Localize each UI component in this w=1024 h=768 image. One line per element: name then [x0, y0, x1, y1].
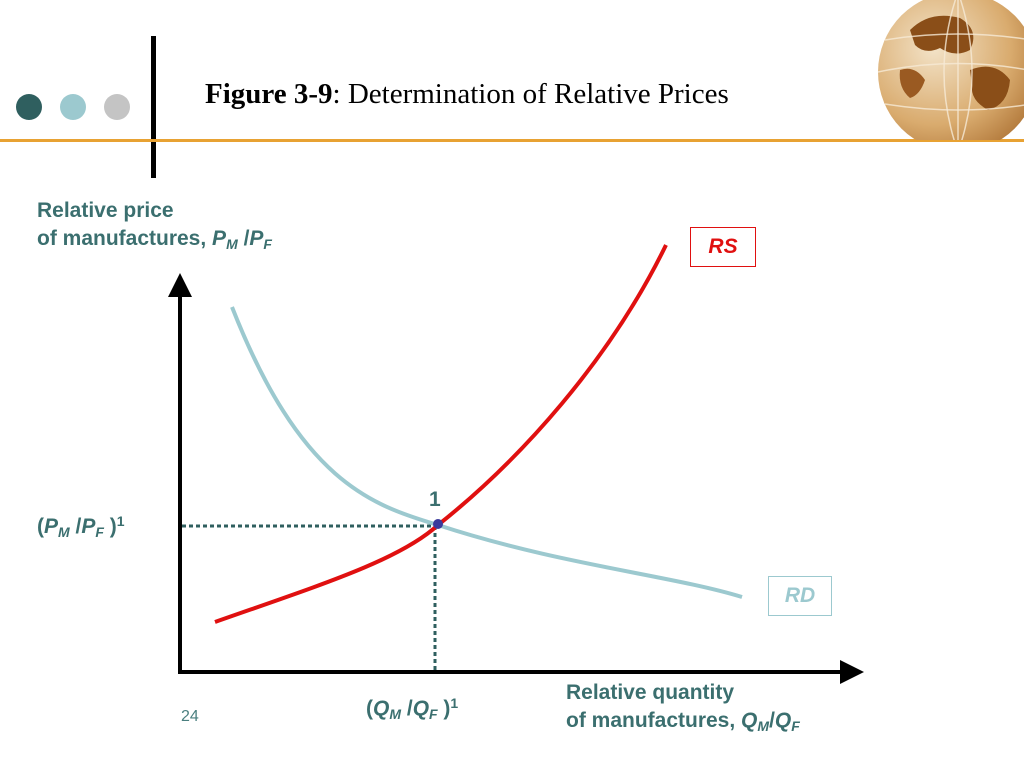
qty-label-var-num: Q: [373, 697, 390, 720]
figure-title: : Determination of Relative Prices: [332, 78, 729, 110]
x-axis-label-line2: of manufactures, QM/QF: [566, 707, 800, 735]
x-label-var-num: Q: [741, 709, 758, 732]
y-label-slash: /: [237, 227, 250, 250]
gray-dot-icon: [104, 94, 130, 120]
qty-label-slash: /: [401, 697, 413, 720]
qty-label-open: (: [366, 697, 373, 720]
title-divider: [151, 36, 156, 178]
price-label-sub-num: M: [58, 524, 70, 540]
equilibrium-quantity-label: (QM /QF )1: [366, 695, 458, 723]
figure-number: Figure 3-9: [205, 78, 333, 110]
page-number: 24: [181, 708, 199, 725]
x-label-sub-num: M: [757, 718, 770, 734]
equilibrium-price-label: (PM /PF )1: [37, 513, 125, 541]
y-label-sub-num: M: [226, 236, 238, 252]
slide-title: Figure 3-9: Determination of Relative Pr…: [205, 78, 729, 111]
rd-curve: [230, 306, 743, 599]
price-label-close: ): [103, 515, 117, 538]
y-axis-label-line1: Relative price: [37, 199, 174, 222]
rs-curve: [214, 244, 668, 624]
price-label-var-num: P: [44, 515, 59, 538]
y-axis-label-line2: of manufactures, PM /PF: [37, 225, 272, 253]
light-teal-dot-icon: [60, 94, 86, 120]
globe-icon: [877, 0, 1024, 140]
equilibrium-point: [433, 519, 443, 529]
equilibrium-point-label: 1: [429, 488, 441, 511]
x-label-var-den: Q: [774, 709, 792, 732]
x-axis-label: Relative quantity of manufactures, QM/QF: [566, 679, 800, 735]
price-label-var-den: P: [81, 515, 96, 538]
qty-label-sub-den: F: [429, 706, 438, 722]
x-axis-label-line1: Relative quantity: [566, 681, 735, 704]
x-label-sub-den: F: [791, 718, 800, 734]
dark-teal-dot-icon: [16, 94, 42, 120]
qty-label-sub-num: M: [389, 706, 402, 722]
y-label-var-den: P: [249, 227, 264, 250]
price-label-slash: /: [69, 515, 82, 538]
rs-label-box: RS: [690, 227, 756, 267]
qty-label-var-den: Q: [412, 697, 430, 720]
qty-label-close: ): [437, 697, 451, 720]
qty-label-sup: 1: [450, 695, 459, 711]
y-axis-label: Relative price of manufactures, PM /PF: [37, 197, 272, 253]
price-label-open: (: [37, 515, 44, 538]
price-label-sup: 1: [116, 513, 125, 529]
price-label-sub-den: F: [95, 524, 104, 540]
x-axis-label-text: of manufactures,: [566, 709, 742, 732]
x-label-slash: /: [769, 709, 775, 732]
y-label-sub-den: F: [263, 236, 272, 252]
y-label-var-num: P: [212, 227, 227, 250]
rd-label-box: RD: [768, 576, 832, 616]
y-axis-label-text: of manufactures,: [37, 227, 213, 250]
header-rule: [0, 139, 1024, 142]
